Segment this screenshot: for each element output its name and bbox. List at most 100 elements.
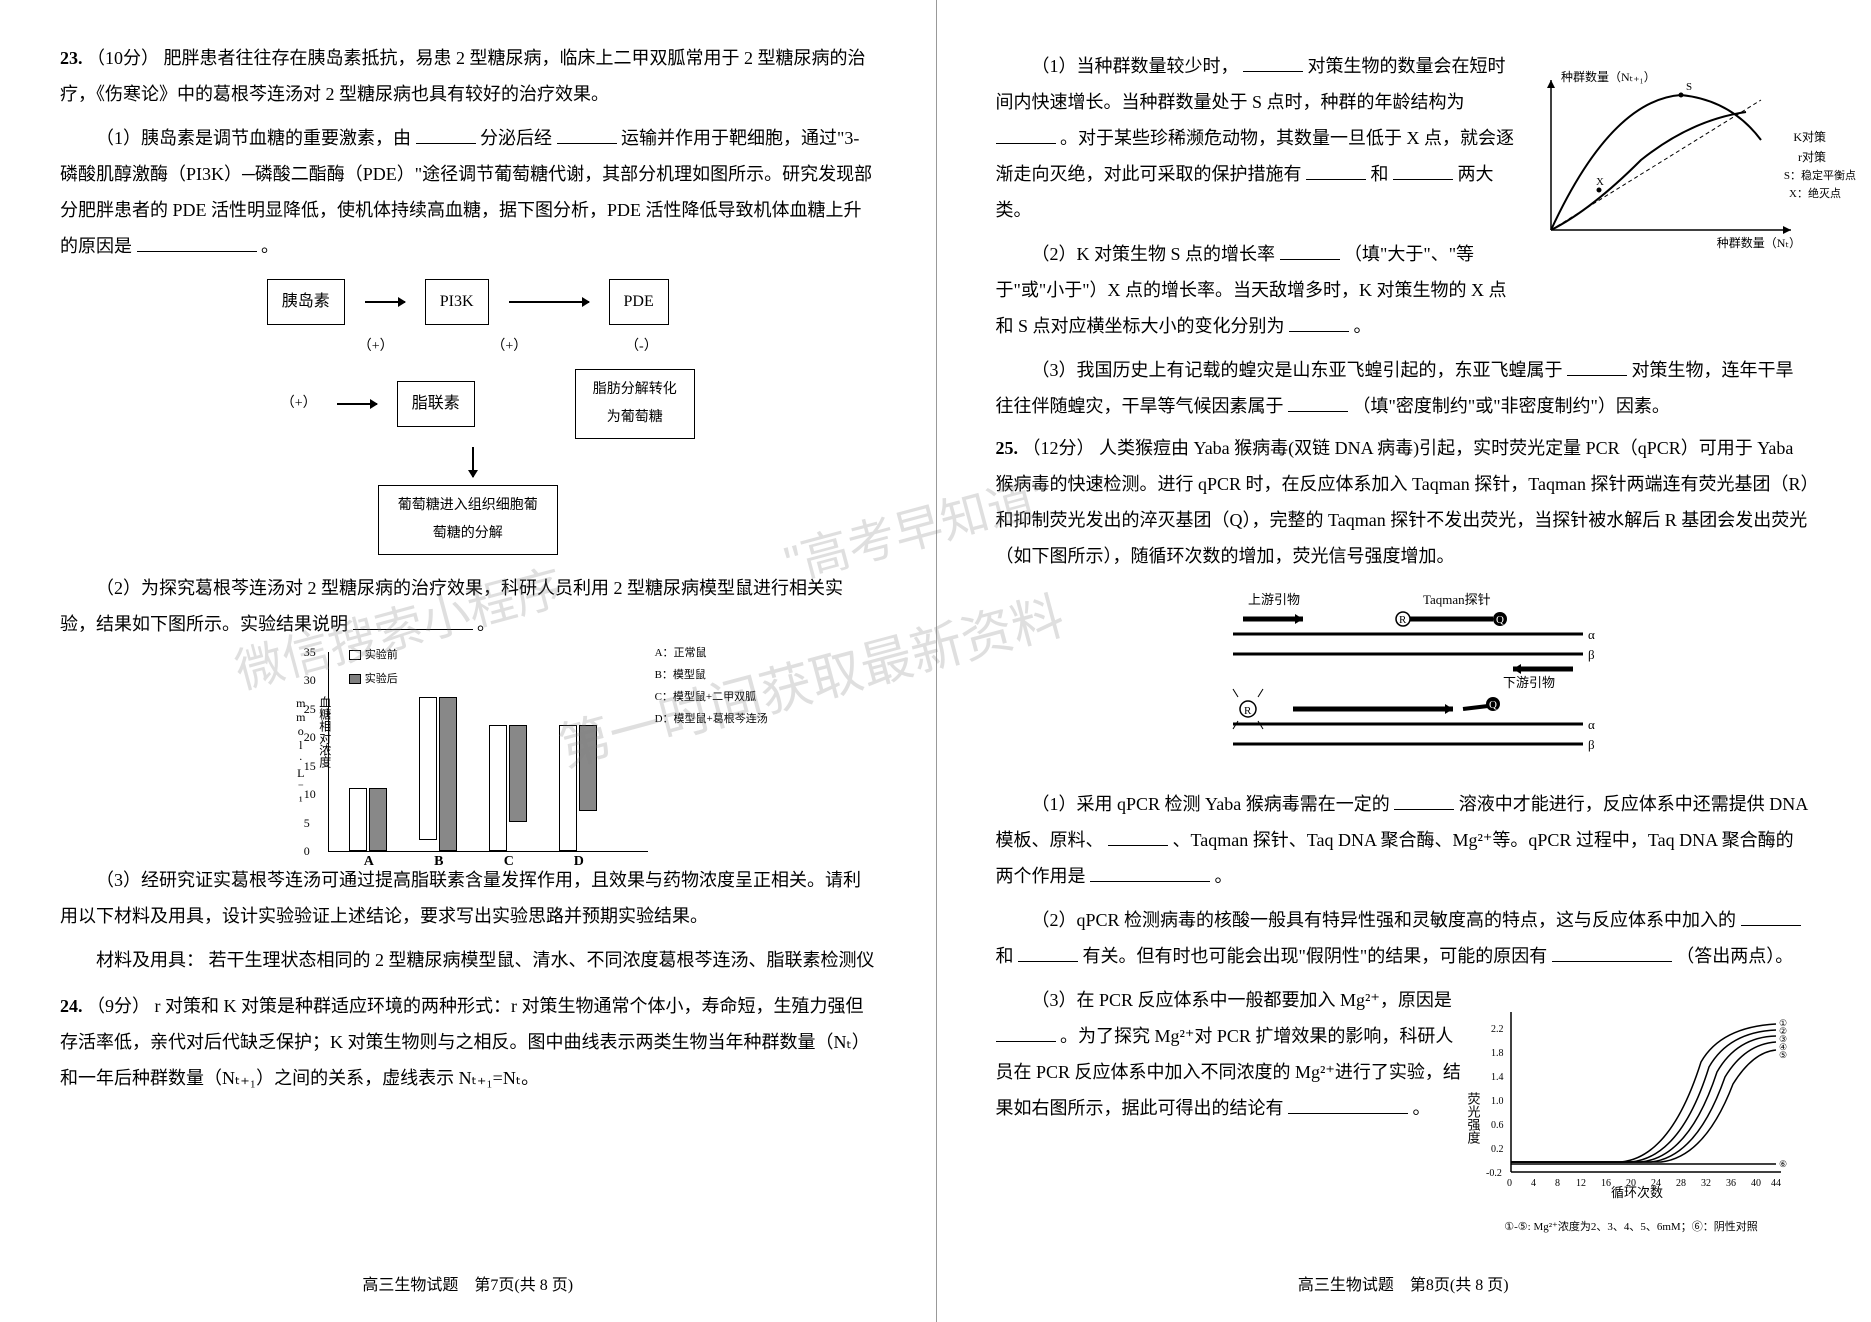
q23-part1: （1）胰岛素是调节血糖的重要激素，由 分泌后经 运输并作用于靶细胞，通过"3-磷… [60, 120, 876, 264]
y-tick: 15 [304, 754, 316, 778]
box-pi3k: PI3K [425, 279, 489, 325]
svg-text:2.2: 2.2 [1491, 1024, 1504, 1035]
y-tick: 5 [304, 811, 310, 835]
x-axis-label: 种群数量（Nₜ） [1717, 231, 1801, 255]
arrow [365, 301, 405, 303]
svg-text:β: β [1588, 737, 1595, 752]
blank [1108, 828, 1168, 846]
bar-chart-container: 血糖相对浓度 mmol·L⁻¹ 0 5 10 15 20 25 30 35 A … [288, 652, 648, 852]
svg-text:36: 36 [1726, 1178, 1736, 1189]
q23-intro: 肥胖患者往往存在胰岛素抵抗，易患 2 型糖尿病，临床上二甲双胍常用于 2 型糖尿… [60, 48, 866, 104]
blank [1280, 242, 1340, 260]
box-glucose: 葡萄糖进入组织细胞葡萄糖的分解 [378, 485, 558, 555]
blank [1306, 162, 1366, 180]
blank [1090, 864, 1210, 882]
t: 和 [996, 946, 1014, 966]
blank [1018, 944, 1078, 962]
q23-materials: 材料及用具： 若干生理状态相同的 2 型糖尿病模型鼠、清水、不同浓度葛根芩连汤、… [60, 942, 876, 978]
svg-text:R: R [1399, 614, 1407, 626]
page-footer-8: 高三生物试题 第8页(共 8 页) [1298, 1270, 1509, 1302]
svg-text:1.8: 1.8 [1491, 1048, 1504, 1059]
probe-label: Taqman探针 [1423, 592, 1491, 607]
t: 有关。但有时也可能会出现"假阴性"的结果，可能的原因有 [1083, 946, 1548, 966]
lg: B：模型鼠 [655, 664, 768, 686]
q25-number: 25. [996, 438, 1019, 458]
q25-p2: （2）qPCR 检测病毒的核酸一般具有特异性强和灵敏度高的特点，这与反应体系中加… [996, 902, 1812, 974]
materials: 若干生理状态相同的 2 型糖尿病模型鼠、清水、不同浓度葛根芩连汤、脂联素检测仪 [209, 950, 875, 970]
q24-header: 24. （9分） r 对策和 K 对策是种群适应环境的两种形式：r 对策生物通常… [60, 988, 876, 1096]
fluor-svg: 荧光强度 循环次数 -0.2 0.2 0.6 1.0 1.4 1.8 2.2 0… [1471, 1002, 1791, 1202]
q24-intro: r 对策和 K 对策是种群适应环境的两种形式：r 对策生物通常个体小，寿命短，生… [60, 996, 870, 1088]
x-label: B [434, 848, 443, 876]
y-tick: 10 [304, 782, 316, 806]
svg-text:8: 8 [1555, 1178, 1560, 1189]
blank [1243, 54, 1303, 72]
x-label: D [574, 848, 584, 876]
box-insulin: 胰岛素 [267, 279, 345, 325]
y-axis-label: 种群数量（Nₜ₊₁） [1561, 65, 1656, 89]
q23-p2e: 。 [477, 614, 495, 634]
fluorescence-chart: 荧光强度 循环次数 -0.2 0.2 0.6 1.0 1.4 1.8 2.2 0… [1471, 1002, 1791, 1202]
minus-label: （-） [625, 333, 658, 361]
t: 。 [1413, 1098, 1431, 1118]
x-label: A [364, 848, 374, 876]
q24-p3: （3）我国历史上有记载的蝗灾是山东亚飞蝗引起的，东亚飞蝗属于 对策生物，连年干旱… [996, 352, 1812, 424]
svg-text:28: 28 [1676, 1178, 1686, 1189]
curve-svg: S X [1531, 70, 1811, 250]
bar [419, 697, 437, 840]
legend-item: 实验后 [349, 668, 398, 690]
t: （2）K 对策生物 S 点的增长率 [1032, 244, 1276, 264]
bar-group-a: A [349, 788, 387, 851]
arrow-v [472, 447, 474, 477]
svg-text:16: 16 [1601, 1178, 1611, 1189]
y-tick: 25 [304, 697, 316, 721]
plus-label: （+） [281, 390, 317, 418]
svg-text:X: X [1596, 176, 1604, 188]
bar-group-c: C [489, 725, 527, 851]
bar-chart: 血糖相对浓度 mmol·L⁻¹ 0 5 10 15 20 25 30 35 A … [328, 652, 648, 852]
bar [369, 788, 387, 851]
t: （3）在 PCR 反应体系中一般都要加入 Mg²⁺，原因是 [1032, 990, 1452, 1010]
blank [1741, 908, 1801, 926]
svg-text:12: 12 [1576, 1178, 1586, 1189]
blank [996, 126, 1056, 144]
svg-text:20: 20 [1626, 1178, 1636, 1189]
t: （3）我国历史上有记载的蝗灾是山东亚飞蝗引起的，东亚飞蝗属于 [1032, 360, 1563, 380]
svg-text:4: 4 [1531, 1178, 1536, 1189]
bar-group-d: D [559, 725, 597, 851]
plus-label: （+） [358, 333, 394, 361]
svg-text:⑤: ⑤ [1779, 1050, 1787, 1060]
q23-p1b: 分泌后经 [480, 128, 552, 148]
blank [416, 126, 476, 144]
q25-intro: 人类猴痘由 Yaba 猴病毒(双链 DNA 病毒)引起，实时荧光定量 PCR（q… [996, 438, 1810, 566]
pcr-diagram: 上游引物 Taqman探针 R Q α β 下游引物 R Q [1193, 589, 1613, 771]
t: 和 [1371, 164, 1389, 184]
t: （1）采用 qPCR 检测 Yaba 猴病毒需在一定的 [1032, 794, 1390, 814]
blank [1288, 1096, 1408, 1114]
box-pde: PDE [609, 279, 669, 325]
blank [137, 234, 257, 252]
arrow [509, 301, 589, 303]
svg-text:荧光强度: 荧光强度 [1466, 1092, 1481, 1144]
lg: D：模型鼠+葛根芩连汤 [655, 708, 768, 730]
group-legend: A：正常鼠 B：模型鼠 C：模型鼠+二甲双胍 D：模型鼠+葛根芩连汤 [655, 642, 768, 730]
q23-p1e: 。 [261, 236, 279, 256]
pcr-svg: 上游引物 Taqman探针 R Q α β 下游引物 R Q [1193, 589, 1613, 759]
blank [1393, 162, 1453, 180]
svg-text:α: α [1588, 627, 1595, 642]
t: （1）当种群数量较少时， [1032, 56, 1239, 76]
t: 。 [1215, 866, 1233, 886]
svg-text:32: 32 [1701, 1178, 1711, 1189]
q24-number: 24. [60, 996, 83, 1016]
t: 。 [1354, 316, 1372, 336]
q23-flow-diagram: 胰岛素 PI3K PDE （+） （+） （-） （+） 脂联素 脂肪分解转化为… [218, 279, 718, 555]
bar [559, 725, 577, 851]
x-label-pt: X：绝灭点 [1789, 183, 1841, 205]
y-tick: 35 [304, 640, 316, 664]
q24-points: （9分） [87, 996, 150, 1016]
bar [489, 725, 507, 851]
q25-header: 25. （12分） 人类猴痘由 Yaba 猴病毒(双链 DNA 病毒)引起，实时… [996, 430, 1812, 574]
bar [439, 697, 457, 851]
svg-text:0.2: 0.2 [1491, 1144, 1504, 1155]
svg-text:S: S [1686, 81, 1692, 93]
